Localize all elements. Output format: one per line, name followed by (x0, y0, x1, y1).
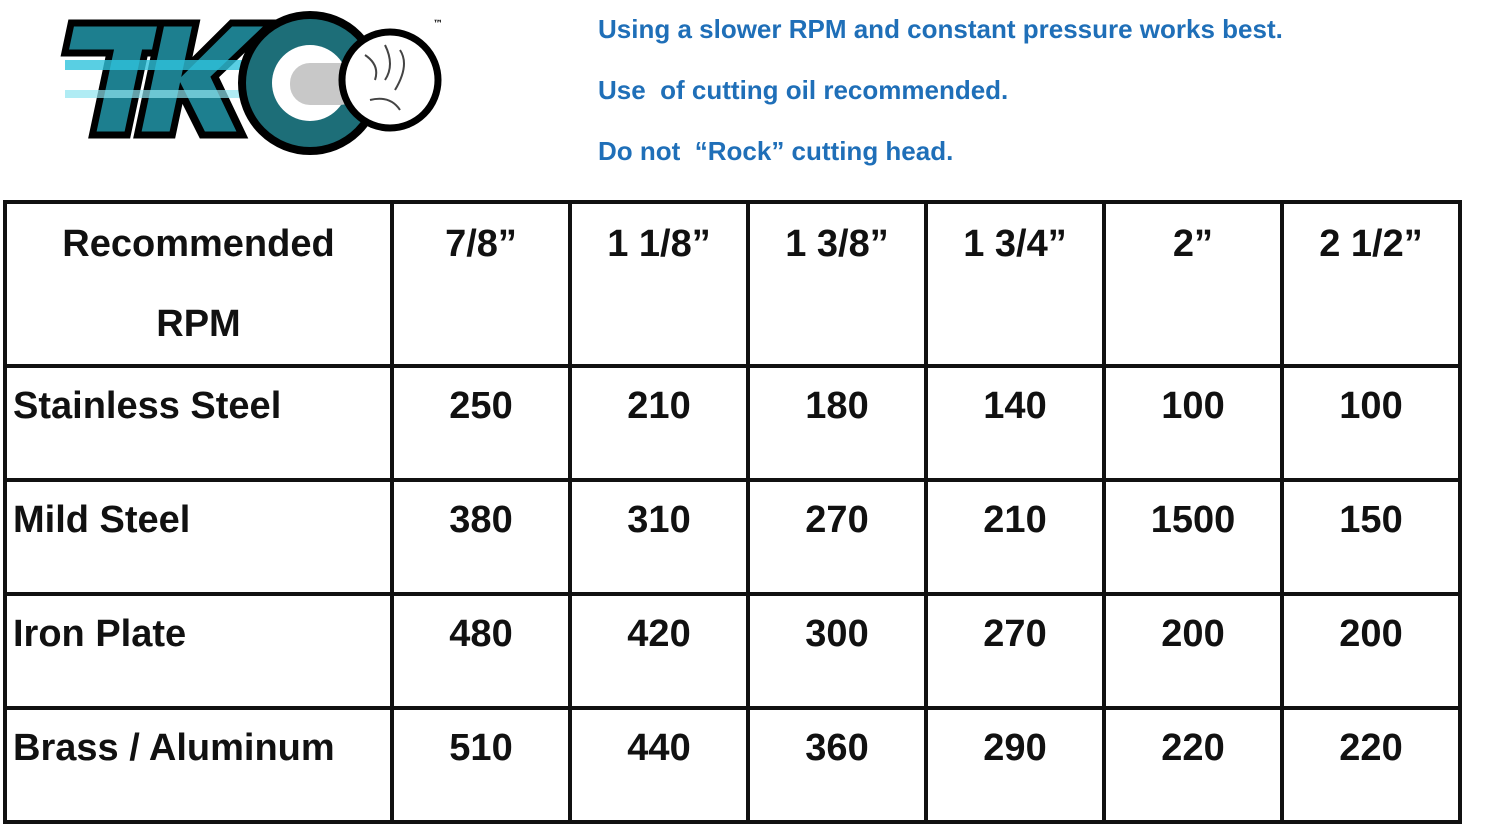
rpm-cell: 250 (390, 364, 572, 482)
rpm-cell: 380 (390, 478, 572, 596)
rpm-cell: 220 (1280, 706, 1462, 824)
rpm-cell: 420 (568, 592, 750, 710)
rpm-cell: 440 (568, 706, 750, 824)
header-row: Recommended RPM 7/8” 1 1/8” 1 3/8” 1 3/4”… (3, 200, 1462, 368)
table-row: Mild Steel 380 310 270 210 1500 150 (3, 478, 1462, 596)
rpm-cell: 480 (390, 592, 572, 710)
col-header: 2 1/2” (1280, 200, 1462, 368)
logo-graphic: ™ (60, 11, 443, 155)
rpm-cell: 510 (390, 706, 572, 824)
col-header: 1 1/8” (568, 200, 750, 368)
col-header: 1 3/8” (746, 200, 928, 368)
rpm-cell: 220 (1102, 706, 1284, 824)
rpm-cell: 140 (924, 364, 1106, 482)
material-cell: Iron Plate (3, 592, 394, 710)
table-row: Iron Plate 480 420 300 270 200 200 (3, 592, 1462, 710)
rpm-cell: 100 (1280, 364, 1462, 482)
rpm-cell: 1500 (1102, 478, 1284, 596)
rpm-cell: 270 (924, 592, 1106, 710)
table-row: Stainless Steel 250 210 180 140 100 100 (3, 364, 1462, 482)
trademark: ™ (433, 19, 443, 30)
rpm-cell: 310 (568, 478, 750, 596)
note-cutting-oil: Use of cutting oil recommended. (598, 75, 1009, 105)
col-header: 2” (1102, 200, 1284, 368)
rpm-cell: 210 (568, 364, 750, 482)
rpm-cell: 300 (746, 592, 928, 710)
rpm-table: Recommended RPM 7/8” 1 1/8” 1 3/8” 1 3/4”… (3, 200, 1462, 824)
material-cell: Stainless Steel (3, 364, 394, 482)
tko-logo: ™ (45, 5, 455, 160)
material-cell: Mild Steel (3, 478, 394, 596)
note-do-not-rock: Do not “Rock” cutting head. (598, 136, 954, 166)
rpm-cell: 100 (1102, 364, 1284, 482)
rpm-cell: 150 (1280, 478, 1462, 596)
rpm-cell: 290 (924, 706, 1106, 824)
rpm-cell: 210 (924, 478, 1106, 596)
rpm-cell: 180 (746, 364, 928, 482)
rpm-cell: 270 (746, 478, 928, 596)
usage-notes: Using a slower RPM and constant pressure… (598, 10, 1283, 193)
rpm-cell: 200 (1102, 592, 1284, 710)
table-row: Brass / Aluminum 510 440 360 290 220 220 (3, 706, 1462, 824)
material-cell: Brass / Aluminum (3, 706, 394, 824)
header-label: Recommended RPM (3, 200, 394, 368)
rpm-cell: 200 (1280, 592, 1462, 710)
note-slow-rpm: Using a slower RPM and constant pressure… (598, 14, 1283, 44)
col-header: 7/8” (390, 200, 572, 368)
rpm-cell: 360 (746, 706, 928, 824)
col-header: 1 3/4” (924, 200, 1106, 368)
